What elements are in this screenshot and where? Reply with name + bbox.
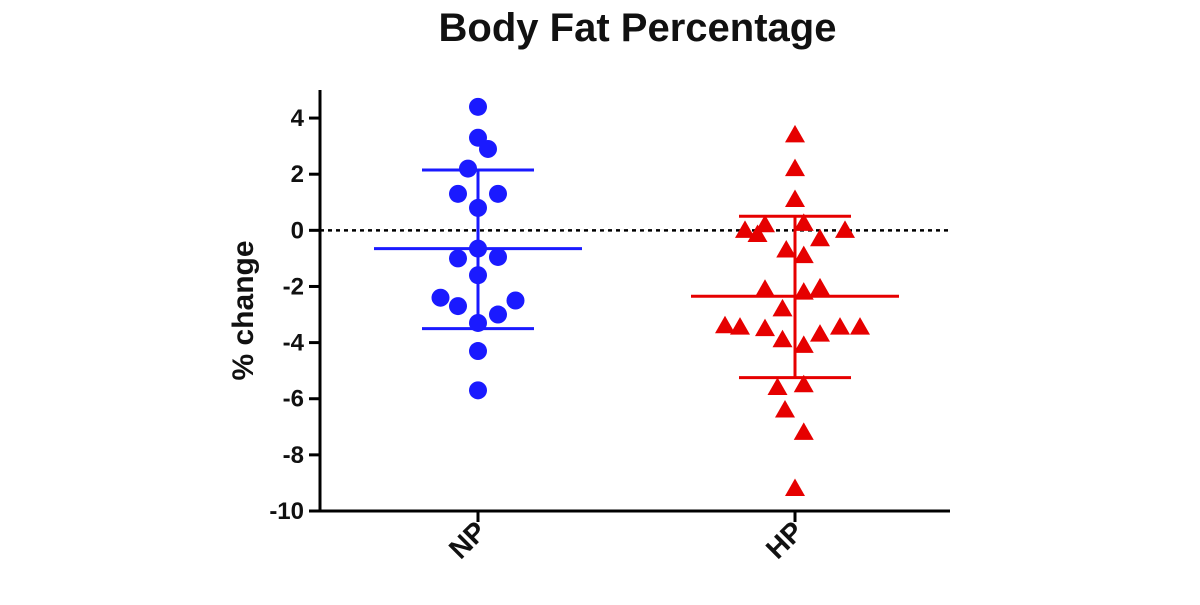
- data-point: [793, 245, 814, 264]
- data-point: [506, 291, 525, 310]
- data-point: [735, 220, 755, 238]
- x-tick-label: NP: [443, 515, 492, 564]
- data-point: [810, 277, 830, 296]
- data-point: [775, 399, 795, 418]
- data-point: [431, 288, 450, 307]
- data-point: [793, 422, 814, 440]
- data-point: [469, 97, 487, 116]
- chart-title: Body Fat Percentage: [438, 6, 837, 50]
- data-point: [449, 249, 467, 268]
- y-axis-label: % change: [227, 240, 260, 380]
- data-point: [830, 317, 850, 335]
- data-point: [489, 305, 507, 324]
- data-point: [810, 324, 830, 342]
- data-point: [469, 381, 487, 400]
- data-point: [776, 239, 797, 258]
- y-tick-label: 2: [291, 161, 304, 188]
- y-tick-label: 0: [291, 217, 304, 244]
- data-point: [772, 298, 793, 317]
- data-point: [469, 342, 487, 361]
- data-point: [772, 329, 793, 348]
- data-point: [785, 189, 805, 207]
- data-point: [449, 184, 467, 203]
- data-point: [755, 318, 775, 337]
- data-point: [850, 317, 870, 335]
- data-point: [755, 279, 775, 297]
- data-point: [785, 158, 805, 177]
- y-tick-label: -10: [269, 498, 304, 525]
- data-point: [793, 213, 814, 231]
- data-point: [715, 315, 735, 334]
- y-tick-label: -6: [283, 386, 304, 413]
- data-point: [730, 317, 750, 335]
- y-tick-label: -4: [283, 330, 305, 357]
- y-tick-label: -8: [283, 442, 304, 469]
- data-point: [767, 377, 788, 396]
- data-point: [793, 374, 814, 393]
- data-point: [785, 478, 805, 497]
- data-point: [489, 184, 507, 203]
- data-point: [755, 214, 775, 233]
- data-point: [489, 247, 507, 266]
- data-point: [835, 220, 855, 238]
- data-point: [747, 224, 768, 243]
- data-point: [449, 297, 467, 316]
- data-point: [810, 228, 830, 247]
- data-point: [793, 335, 814, 353]
- y-tick-label: 4: [291, 105, 305, 132]
- data-point: [785, 124, 805, 143]
- x-tick-label: HP: [760, 515, 809, 564]
- y-tick-label: -2: [283, 273, 304, 300]
- data-point: [479, 139, 497, 158]
